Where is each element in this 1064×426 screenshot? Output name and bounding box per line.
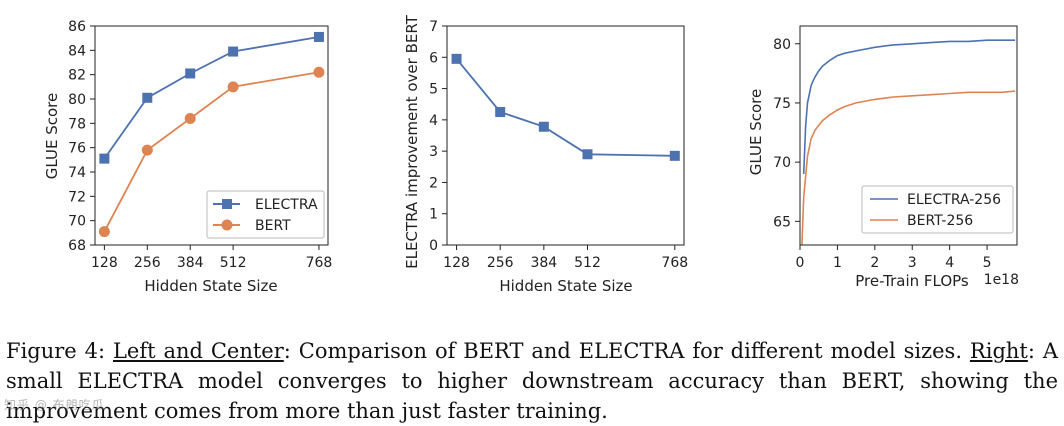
watermark: 知乎 @ 布朗吃瓜 <box>4 398 105 412</box>
ytick-label: 80 <box>773 37 791 53</box>
xtick-label: 384 <box>530 255 557 271</box>
ytick-label: 82 <box>68 68 86 84</box>
caption-prefix: Figure 4: <box>6 339 113 363</box>
ytick-label: 70 <box>68 214 86 230</box>
data-point <box>313 31 324 42</box>
xtick-label: 4 <box>945 255 954 271</box>
ytick-label: 86 <box>68 19 86 35</box>
data-point <box>669 150 680 161</box>
xtick-label: 256 <box>134 255 161 271</box>
data-point <box>99 153 110 164</box>
left-xlabel: Hidden State Size <box>144 277 277 295</box>
right-legend-electra-label: ELECTRA-256 <box>907 192 1001 208</box>
ytick-label: 74 <box>68 165 86 181</box>
series-line-electra <box>103 36 320 160</box>
series-line-electra-256 <box>802 39 1016 175</box>
right-xlabel: Pre-Train FLOPs <box>855 272 969 290</box>
xtick-label: 768 <box>661 255 688 271</box>
series-line-bert-256 <box>801 90 1016 246</box>
ytick-label: 72 <box>68 189 86 205</box>
ytick-label: 76 <box>68 141 86 157</box>
xtick-label: 1 <box>833 255 842 271</box>
xtick-label: 128 <box>91 255 118 271</box>
caption-part2: : A small ELECTRA model converges to hig… <box>6 339 1059 423</box>
left-legend: ELECTRA BERT <box>206 190 325 239</box>
center-ylabel: ELECTRA improvement over BERT <box>403 14 421 269</box>
caption-left-center: Left and Center <box>112 339 284 363</box>
data-point <box>495 107 506 118</box>
left-chart: 68 70 72 74 76 78 80 82 84 86 128 256 384 512 768 Hidd… <box>43 19 332 295</box>
data-point <box>451 53 462 64</box>
caption-right: Right <box>969 339 1028 363</box>
xtick-label: 0 <box>796 255 805 271</box>
data-point <box>184 112 196 124</box>
ytick-label: 5 <box>429 82 438 98</box>
ytick-label: 7 <box>429 19 438 35</box>
caption-part1: : Comparison of BERT and ELECTRA for dif… <box>283 339 970 363</box>
ytick-label: 1 <box>429 207 438 223</box>
right-chart: 65 70 75 80 0 1 2 3 4 5 Pre-Train FLOPs 1e18 GLUE… <box>747 25 1019 290</box>
ytick-label: 84 <box>68 43 86 59</box>
series-line-electra-improvement <box>455 58 675 157</box>
data-point <box>98 226 110 238</box>
right-legend-box <box>861 185 1014 234</box>
ytick-label: 80 <box>68 92 86 108</box>
figure-caption: Figure 4: Left and Center: Comparison of… <box>6 336 1058 426</box>
data-point <box>142 92 153 103</box>
center-chart: 0 1 2 3 4 5 6 7 128 256 384 512 768 Hidden State Siz… <box>403 14 688 295</box>
data-point <box>185 68 196 79</box>
data-point <box>228 46 239 57</box>
xtick-label: 512 <box>574 255 601 271</box>
ytick-label: 68 <box>68 238 86 254</box>
right-ylabel: GLUE Score <box>747 89 765 175</box>
xtick-label: 256 <box>487 255 514 271</box>
xtick-label: 2 <box>870 255 879 271</box>
xtick-label: 768 <box>306 255 333 271</box>
xtick-label: 384 <box>177 255 204 271</box>
ytick-label: 70 <box>773 155 791 171</box>
left-legend-bert-marker <box>221 219 233 231</box>
ytick-label: 0 <box>429 238 438 254</box>
ytick-label: 3 <box>429 144 438 160</box>
center-chart-frame <box>446 25 685 246</box>
ytick-label: 6 <box>429 50 438 66</box>
left-ylabel: GLUE Score <box>43 93 61 179</box>
data-point <box>582 149 593 160</box>
right-x-offset: 1e18 <box>984 272 1019 288</box>
xtick-label: 5 <box>983 255 992 271</box>
ytick-label: 65 <box>773 214 791 230</box>
center-xlabel: Hidden State Size <box>499 277 632 295</box>
ytick-label: 4 <box>429 113 438 129</box>
left-legend-box <box>206 190 325 239</box>
right-legend: ELECTRA-256 BERT-256 <box>861 185 1014 234</box>
left-legend-electra-label: ELECTRA <box>255 197 318 213</box>
ytick-label: 78 <box>68 116 86 132</box>
right-legend-bert-label: BERT-256 <box>907 213 973 229</box>
data-point <box>313 66 325 78</box>
xtick-label: 512 <box>220 255 247 271</box>
right-chart-frame <box>799 25 1018 246</box>
left-legend-bert-label: BERT <box>255 218 291 234</box>
ytick-label: 75 <box>773 96 791 112</box>
xtick-label: 3 <box>908 255 917 271</box>
left-chart-frame <box>94 25 329 246</box>
left-legend-electra-marker <box>222 199 232 209</box>
ytick-label: 2 <box>429 175 438 191</box>
data-point <box>141 144 153 156</box>
xtick-label: 128 <box>443 255 470 271</box>
data-point <box>538 121 549 132</box>
data-point <box>227 81 239 93</box>
